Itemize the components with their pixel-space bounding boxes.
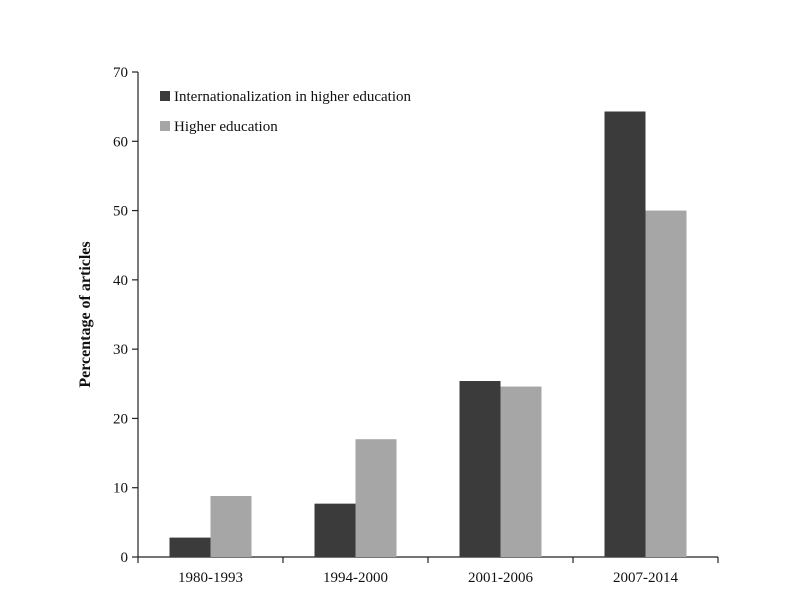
y-tick-label: 20: [113, 411, 128, 427]
y-tick-label: 30: [113, 342, 128, 358]
bar-internationalization: [314, 503, 356, 557]
y-tick-label: 10: [113, 481, 128, 497]
x-tick-label: 2001-2006: [468, 570, 533, 586]
bars: [169, 111, 687, 558]
legend-swatch: [160, 91, 170, 101]
bar-internationalization: [169, 537, 211, 557]
y-tick-label: 50: [113, 204, 128, 220]
bar-higher-education: [355, 439, 397, 557]
bar-higher-education: [210, 496, 252, 557]
legend: Internationalization in higher education…: [160, 89, 411, 135]
y-axis: 0 10 20 30 40 50 60 70: [113, 65, 139, 566]
bar-internationalization: [604, 111, 646, 557]
y-tick-label: 70: [113, 65, 128, 81]
legend-swatch: [160, 121, 170, 131]
y-axis-title: Percentage of articles: [77, 241, 94, 387]
bar-internationalization: [459, 381, 501, 557]
bar-higher-education: [500, 386, 542, 557]
legend-label: Internationalization in higher education: [174, 89, 411, 105]
bar-higher-education: [645, 210, 687, 558]
x-axis: 1980-1993 1994-2000 2001-2006 2007-2014: [137, 556, 719, 586]
y-tick-label: 60: [113, 134, 128, 150]
x-tick-label: 2007-2014: [613, 570, 678, 586]
legend-label: Higher education: [174, 119, 278, 135]
x-tick-label: 1980-1993: [178, 570, 243, 586]
y-tick-label: 40: [113, 273, 128, 289]
x-tick-label: 1994-2000: [323, 570, 388, 586]
y-tick-label: 0: [121, 550, 129, 566]
